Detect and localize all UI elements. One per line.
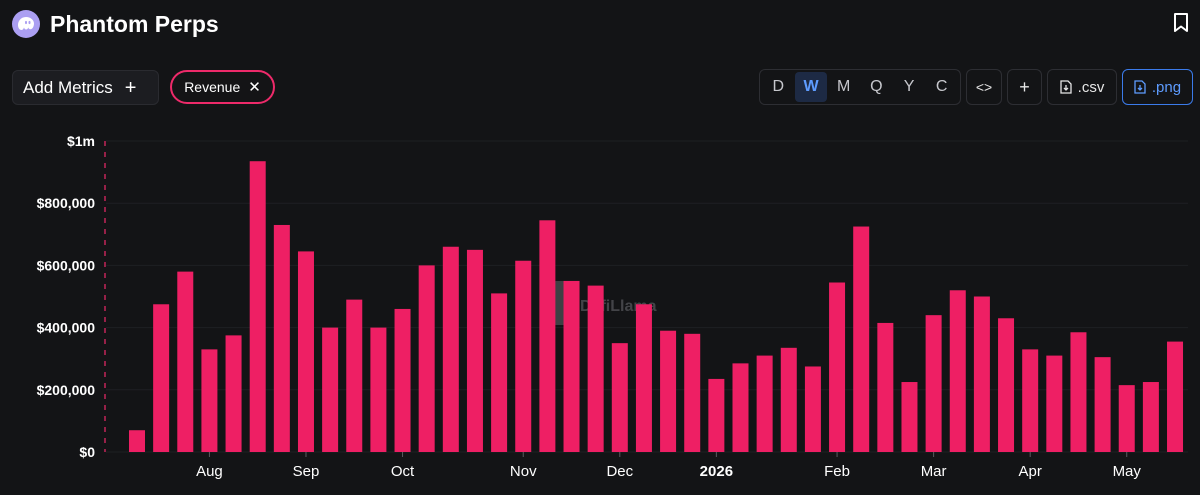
revenue-bar bbox=[756, 355, 773, 452]
revenue-bar bbox=[563, 280, 580, 452]
chip-label: Revenue bbox=[184, 79, 241, 95]
page-title: Phantom Perps bbox=[50, 10, 219, 37]
revenue-bar bbox=[1167, 341, 1184, 452]
csv-label: .csv bbox=[1077, 78, 1105, 96]
revenue-bar bbox=[684, 333, 701, 452]
revenue-bar bbox=[853, 226, 870, 452]
granularity-monthly[interactable]: M bbox=[837, 78, 851, 95]
revenue-bar bbox=[539, 220, 556, 452]
revenue-bar bbox=[1046, 355, 1063, 452]
granularity-daily[interactable]: D bbox=[772, 78, 785, 95]
revenue-bar bbox=[829, 282, 846, 452]
revenue-bar bbox=[370, 327, 387, 452]
plus-icon: + bbox=[124, 76, 137, 99]
revenue-bar bbox=[780, 347, 797, 452]
revenue-bar-chart: $0$200,000$400,000$600,000$800,000$1mDef… bbox=[37, 133, 1188, 480]
revenue-bar bbox=[297, 251, 314, 452]
revenue-bar bbox=[418, 265, 435, 452]
revenue-bar bbox=[322, 327, 339, 452]
revenue-bar bbox=[346, 299, 363, 452]
granularity-yearly[interactable]: Y bbox=[903, 78, 915, 95]
revenue-bar bbox=[901, 382, 918, 452]
y-tick-label: $0 bbox=[79, 444, 95, 460]
x-tick-label: Oct bbox=[391, 463, 415, 480]
revenue-bar bbox=[394, 308, 411, 452]
revenue-bar bbox=[466, 249, 483, 452]
x-tick-label: Mar bbox=[921, 463, 947, 480]
granularity-quarterly[interactable]: Q bbox=[870, 78, 883, 95]
close-icon[interactable]: ✕ bbox=[248, 79, 261, 96]
x-tick-label: Sep bbox=[293, 463, 320, 480]
x-tick-label: 2026 bbox=[700, 463, 733, 480]
y-tick-label: $200,000 bbox=[37, 382, 96, 398]
revenue-bar bbox=[249, 161, 266, 452]
revenue-bar bbox=[153, 304, 170, 452]
granularity-weekly[interactable]: W bbox=[794, 72, 828, 102]
revenue-bar bbox=[201, 349, 218, 452]
revenue-bar bbox=[491, 293, 508, 452]
header: Phantom Perps bbox=[12, 8, 219, 40]
x-tick-label: Apr bbox=[1019, 463, 1042, 480]
revenue-bar bbox=[587, 285, 604, 452]
x-tick-label: Aug bbox=[196, 463, 223, 480]
revenue-bar bbox=[129, 430, 145, 452]
revenue-bar bbox=[1070, 332, 1087, 452]
bookmark-icon[interactable] bbox=[1172, 12, 1190, 34]
revenue-bar bbox=[732, 363, 749, 452]
download-file-icon bbox=[1134, 80, 1146, 94]
embed-button[interactable]: <> bbox=[966, 69, 1002, 105]
revenue-bar bbox=[925, 315, 942, 452]
revenue-bar bbox=[804, 366, 821, 452]
y-tick-label: $600,000 bbox=[37, 257, 96, 273]
revenue-bar bbox=[660, 330, 677, 452]
png-label: .png bbox=[1151, 78, 1182, 96]
revenue-bar bbox=[877, 322, 894, 452]
revenue-bar bbox=[177, 271, 194, 452]
revenue-bar bbox=[273, 224, 290, 452]
add-metrics-label: Add Metrics bbox=[23, 77, 113, 97]
revenue-bar bbox=[635, 304, 652, 452]
revenue-metric-chip[interactable]: Revenue ✕ bbox=[170, 70, 275, 104]
phantom-ghost-icon bbox=[12, 10, 40, 38]
revenue-bar bbox=[708, 378, 725, 452]
revenue-bar bbox=[1022, 349, 1039, 452]
embed-icon: <> bbox=[975, 79, 993, 95]
revenue-bar bbox=[973, 296, 990, 452]
x-tick-label: May bbox=[1113, 463, 1142, 480]
x-tick-label: Dec bbox=[606, 463, 633, 480]
granularity-cumulative[interactable]: C bbox=[935, 78, 948, 95]
y-tick-label: $800,000 bbox=[37, 195, 96, 211]
revenue-bar bbox=[1118, 385, 1135, 452]
revenue-bar bbox=[1142, 382, 1159, 452]
granularity-selector: D W M Q Y C bbox=[759, 69, 961, 105]
download-png-button[interactable]: .png bbox=[1122, 69, 1193, 105]
y-tick-label: $1m bbox=[67, 133, 95, 149]
add-metrics-button[interactable]: Add Metrics + bbox=[12, 70, 159, 105]
revenue-bar bbox=[998, 318, 1015, 452]
download-csv-button[interactable]: .csv bbox=[1047, 69, 1117, 105]
x-tick-label: Nov bbox=[510, 463, 537, 480]
revenue-bar bbox=[515, 260, 532, 452]
add-to-dashboard-button[interactable]: + bbox=[1007, 69, 1042, 105]
revenue-bar bbox=[442, 246, 459, 452]
plus-icon: + bbox=[1019, 76, 1030, 97]
y-tick-label: $400,000 bbox=[37, 320, 96, 336]
download-file-icon bbox=[1060, 80, 1072, 94]
revenue-bar bbox=[611, 343, 628, 452]
revenue-bar bbox=[1094, 357, 1111, 452]
x-tick-label: Feb bbox=[824, 463, 850, 480]
revenue-bar bbox=[225, 335, 242, 452]
revenue-bar bbox=[949, 290, 966, 452]
